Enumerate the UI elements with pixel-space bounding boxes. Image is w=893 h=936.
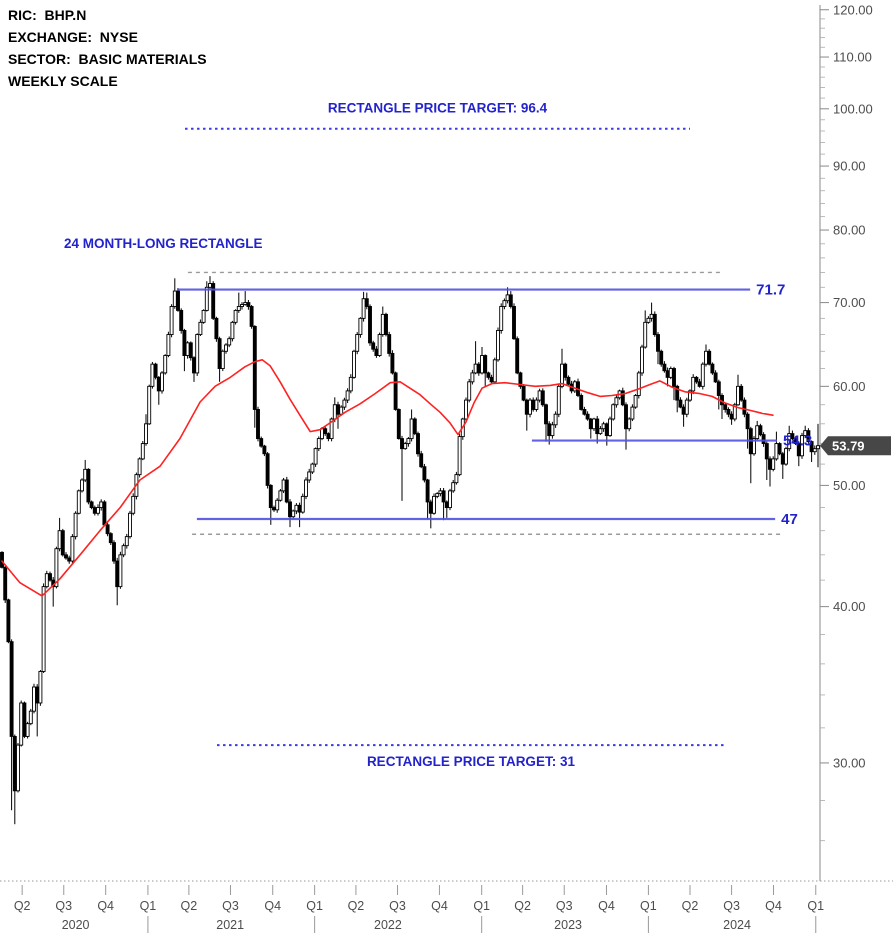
x-quarter-label: Q1 bbox=[140, 899, 157, 913]
x-quarter-label: Q2 bbox=[181, 899, 198, 913]
x-quarter-label: Q4 bbox=[264, 899, 281, 913]
y-tick-label: 100.00 bbox=[833, 101, 873, 116]
rectangle-extreme-lines bbox=[187, 271, 784, 535]
scale-label: WEEKLY SCALE bbox=[8, 73, 118, 89]
x-year-label: 2023 bbox=[554, 918, 582, 932]
y-tick-label: 50.00 bbox=[833, 478, 866, 493]
y-tick-label: 120.00 bbox=[833, 2, 873, 17]
level-price-label: 71.7 bbox=[756, 282, 785, 299]
x-quarter-label: Q4 bbox=[431, 899, 448, 913]
x-year-label: 2021 bbox=[216, 918, 244, 932]
x-quarter-label: Q3 bbox=[222, 899, 239, 913]
x-axis: Q2 Q3 Q4 Q1 Q2 Q3 Q4 Q1 Q2 Q3 Q4 Q1 Q2 Q3 Q4 Q1 Q2 Q3 Q4 Q1… bbox=[0, 880, 893, 933]
x-quarter-label: Q2 bbox=[514, 899, 531, 913]
candles-layer bbox=[0, 276, 820, 825]
y-tick-label: 110.00 bbox=[833, 50, 872, 65]
x-quarter-label: Q4 bbox=[598, 899, 615, 913]
sector-label: SECTOR: BASIC MATERIALS bbox=[8, 51, 207, 67]
y-tick-label: 40.00 bbox=[833, 599, 866, 614]
x-year-label: 2022 bbox=[374, 918, 402, 932]
level-price-label: 47 bbox=[781, 511, 798, 528]
x-quarter-label: Q3 bbox=[556, 899, 573, 913]
x-quarter-label: Q3 bbox=[723, 899, 740, 913]
x-quarter-label: Q4 bbox=[97, 899, 114, 913]
y-tick-label: 90.00 bbox=[833, 159, 866, 174]
instrument-info: RIC: BHP.N EXCHANGE: NYSE SECTOR: BASIC … bbox=[8, 4, 207, 92]
last-price-tag: 53.79 bbox=[820, 436, 891, 456]
price-target-lines: RECTANGLE PRICE TARGET: 96.4 RECTANGLE PR… bbox=[185, 101, 725, 769]
exchange-label: EXCHANGE: NYSE bbox=[8, 29, 138, 45]
x-quarter-label: Q2 bbox=[348, 899, 365, 913]
y-tick-label: 70.00 bbox=[833, 295, 866, 310]
x-quarter-label: Q3 bbox=[389, 899, 406, 913]
x-quarter-label: Q2 bbox=[682, 899, 699, 913]
y-tick-label: 30.00 bbox=[833, 755, 866, 770]
x-quarter-label: Q1 bbox=[306, 899, 323, 913]
ric-label: RIC: BHP.N bbox=[8, 7, 87, 23]
x-quarter-label: Q4 bbox=[765, 899, 782, 913]
x-year-label: 2024 bbox=[723, 918, 751, 932]
x-quarter-label: Q1 bbox=[807, 899, 824, 913]
price-target-label: RECTANGLE PRICE TARGET: 31 bbox=[367, 754, 576, 769]
x-quarter-label: Q2 bbox=[14, 899, 31, 913]
x-quarter-label: Q1 bbox=[473, 899, 490, 913]
y-tick-label: 60.00 bbox=[833, 379, 866, 394]
rectangle-annotation-label: 24 MONTH-LONG RECTANGLE bbox=[64, 236, 263, 251]
level-price-label: 54.3 bbox=[783, 433, 812, 450]
x-quarter-label: Q1 bbox=[640, 899, 657, 913]
moving-average-line bbox=[1, 358, 774, 597]
y-tick-label: 80.00 bbox=[833, 223, 866, 238]
last-price-value: 53.79 bbox=[832, 439, 865, 454]
price-target-label: RECTANGLE PRICE TARGET: 96.4 bbox=[328, 101, 548, 116]
level-lines: 71.7 54.3 47 bbox=[177, 282, 812, 528]
x-year-label: 2020 bbox=[62, 918, 90, 932]
y-axis: 120.00 110.00 100.00 90.00 80.00 70.00 60.00 50… bbox=[819, 2, 873, 881]
x-quarter-label: Q3 bbox=[55, 899, 72, 913]
